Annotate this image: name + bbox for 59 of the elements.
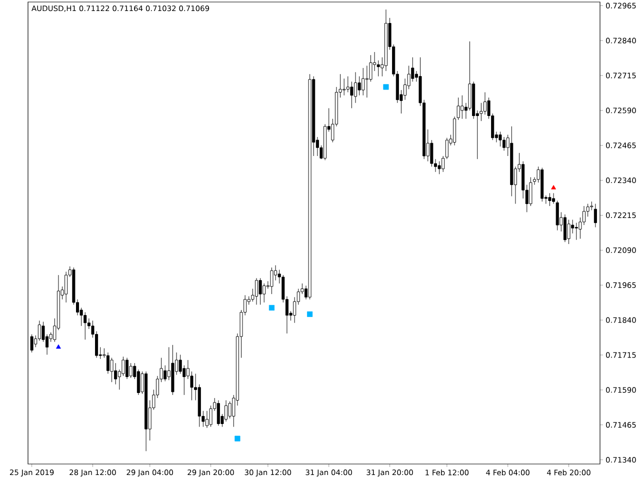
candlestick [114,362,118,385]
candlestick [453,116,456,146]
candlestick [574,222,578,240]
candlestick [262,283,266,303]
candlestick [384,9,388,72]
candlestick [376,60,380,77]
candlestick [209,405,212,428]
candlestick [350,81,354,108]
candlestick [354,72,358,104]
candlestick [270,267,274,294]
point [383,84,389,90]
candlestick [438,161,441,174]
candlestick [552,192,556,204]
candlestick [582,206,586,226]
point [307,311,313,317]
candlestick [483,92,486,115]
candlestick [529,176,532,206]
candlestick [460,95,464,120]
candlestick [324,124,327,160]
candlestick [411,57,414,82]
point [56,344,61,349]
candlestick [556,200,559,231]
candlestick [84,312,87,340]
candlestick [136,369,140,396]
candlestick [106,352,110,374]
candlestick [224,400,228,422]
candlestick [254,278,258,305]
candlestick [205,410,208,428]
point [234,436,240,442]
candlestick [129,362,132,378]
candlestick [126,358,129,380]
candlestick [502,136,506,151]
candlestick [498,131,502,147]
candlestick [308,74,312,300]
candlestick [64,271,68,303]
candlestick [404,78,407,100]
candlestick [164,365,167,382]
point [268,304,275,311]
candlestick [472,81,476,120]
candlestick [540,167,544,202]
candlestick [567,219,570,244]
candlestick [563,214,566,242]
candlestick [594,204,597,228]
candlestick [442,156,445,172]
point [551,185,556,190]
candlestick [122,356,125,376]
candlestick [346,76,350,93]
candlestick [171,344,174,396]
candlestick [362,68,365,96]
candlestick [365,65,368,98]
candlestick [144,371,148,452]
candlestick [510,126,514,196]
candlestick [548,192,552,206]
candlestick [198,384,201,428]
candlestick [358,76,361,96]
candlestick [258,278,262,305]
candlestick [456,97,460,120]
candlestick [38,320,41,341]
candlestick [342,78,346,96]
